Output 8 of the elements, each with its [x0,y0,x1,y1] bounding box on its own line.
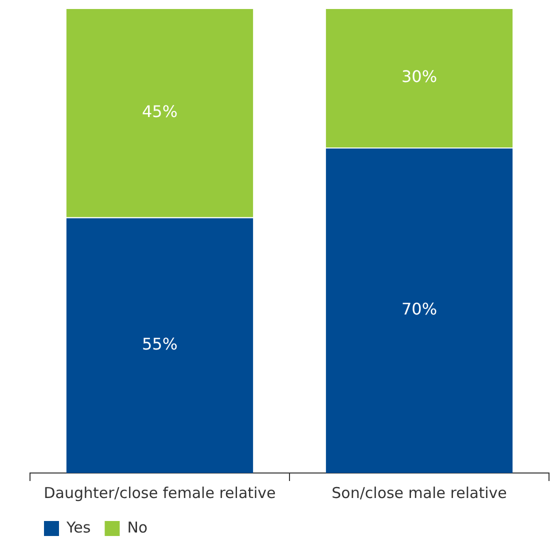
x-tick-label: Son/close male relative [332,484,507,502]
legend-label: No [127,518,148,536]
data-label: 30% [401,66,438,86]
x-tick-label: Daughter/close female relative [44,484,276,502]
legend-label: Yes [66,518,91,536]
data-label: 45% [142,102,178,121]
data-label: 70% [401,299,438,318]
data-label: 55% [142,334,178,354]
